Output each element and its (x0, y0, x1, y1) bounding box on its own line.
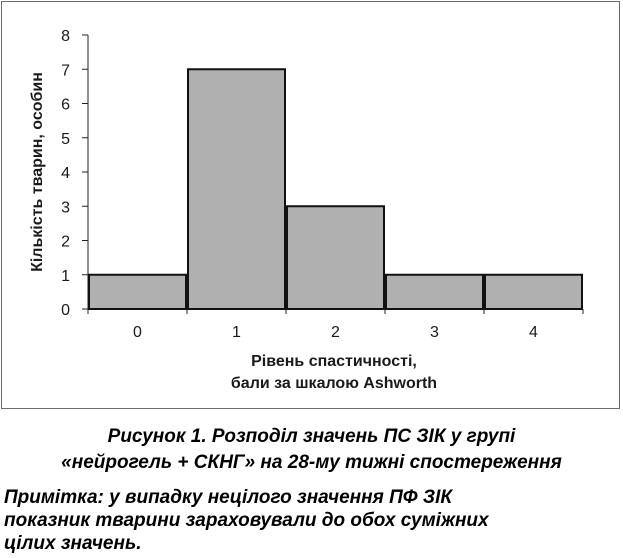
bar-level-3 (385, 273, 484, 310)
y-tick-label: 8 (61, 28, 70, 45)
figure-caption: Рисунок 1. Розподіл значень ПС ЗІК у гру… (0, 424, 623, 476)
y-tick-label: 4 (61, 165, 70, 182)
bar-level-1 (187, 68, 286, 310)
y-tick-label: 3 (61, 199, 70, 216)
x-tick-label: 3 (430, 324, 439, 341)
chart-frame (1, 1, 620, 409)
bar-level-2 (286, 205, 385, 310)
figure-note: Примітка: у випадку нецілого значення ПФ… (4, 486, 619, 555)
note-line-3: цілих значень. (4, 533, 142, 554)
y-tick-label: 5 (61, 131, 70, 148)
caption-line-2: «нейрогель + СКНГ» на 28-му тижні спосте… (61, 452, 562, 473)
note-line-2: показник тварини зараховували до обох су… (4, 510, 489, 531)
x-axis-title-line-1: Рівень спастичності, (251, 353, 417, 370)
y-tick-label: 1 (61, 268, 70, 285)
x-tick-label: 2 (331, 324, 340, 341)
bar-level-4 (484, 273, 583, 310)
x-tick-label: 0 (133, 324, 142, 341)
caption-line-1: Рисунок 1. Розподіл значень ПС ЗІК у гру… (107, 426, 516, 447)
bar-level-0 (88, 273, 187, 310)
x-tick-label: 1 (232, 324, 241, 341)
y-tick-label: 6 (61, 97, 70, 114)
note-line-1: Примітка: у випадку нецілого значення ПФ… (4, 487, 453, 508)
y-tick-label: 0 (61, 302, 70, 319)
histogram-chart: 0 1 2 3 4 5 6 7 8 0 1 2 3 4 Кількість тварин, особин… (29, 28, 584, 392)
y-tick-label: 7 (61, 62, 70, 79)
y-axis-title: Кількість тварин, особин (29, 72, 46, 272)
y-tick-label: 2 (61, 234, 70, 251)
x-axis-title-line-2: бали за шкалою Ashworth (231, 375, 437, 392)
x-tick-label: 4 (529, 324, 538, 341)
